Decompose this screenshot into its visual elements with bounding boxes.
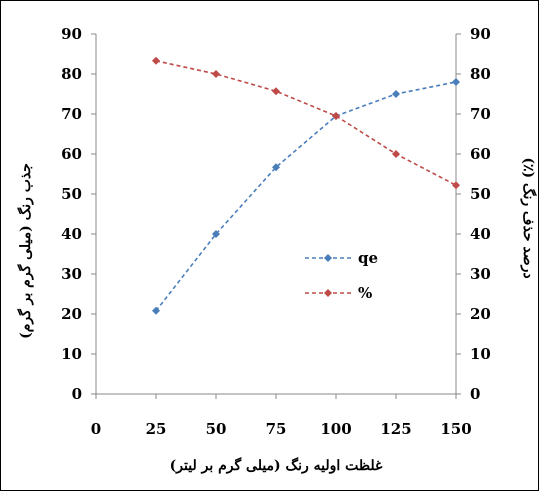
x-tick-label: 125 xyxy=(380,420,411,438)
left-y-tick-label: 40 xyxy=(61,225,82,243)
left-y-tick-label: 70 xyxy=(61,105,82,123)
left-y-tick-label: 0 xyxy=(72,385,82,403)
legend-label: % xyxy=(358,284,372,302)
left-y-axis-title: جذب رنگ (میلی گرم بر گرم) xyxy=(17,163,34,339)
right-y-tick-label: 90 xyxy=(470,25,491,43)
left-y-tick-label: 20 xyxy=(61,305,82,323)
right-y-tick-label: 60 xyxy=(470,145,491,163)
right-y-tick-label: 10 xyxy=(470,345,491,363)
right-y-tick-label: 50 xyxy=(470,185,491,203)
left-y-tick-label: 10 xyxy=(61,345,82,363)
legend-label: qe xyxy=(358,249,378,267)
left-y-tick-label: 60 xyxy=(61,145,82,163)
x-tick-label: 150 xyxy=(440,420,471,438)
x-tick-label: 100 xyxy=(320,420,351,438)
x-axis-title: غلظت اولیه رنگ (میلی گرم بر لیتر) xyxy=(170,457,383,474)
right-y-tick-label: 0 xyxy=(470,385,480,403)
right-y-tick-label: 20 xyxy=(470,305,491,323)
left-y-tick-label: 80 xyxy=(61,65,82,83)
right-y-tick-label: 70 xyxy=(470,105,491,123)
right-y-tick-label: 40 xyxy=(470,225,491,243)
x-tick-label: 25 xyxy=(146,420,167,438)
x-tick-label: 0 xyxy=(91,420,101,438)
x-tick-label: 50 xyxy=(206,420,227,438)
x-tick-label: 75 xyxy=(266,420,287,438)
left-y-tick-label: 50 xyxy=(61,185,82,203)
right-y-tick-label: 30 xyxy=(470,265,491,283)
left-y-tick-label: 30 xyxy=(61,265,82,283)
right-y-axis-title: درصد حذف رنگ (٪) xyxy=(520,157,537,278)
left-y-tick-label: 90 xyxy=(61,25,82,43)
right-y-tick-label: 80 xyxy=(470,65,491,83)
